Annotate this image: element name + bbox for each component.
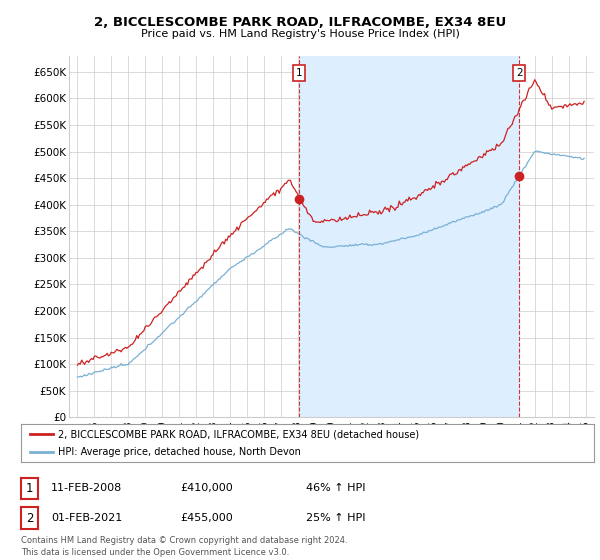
Text: 2: 2 bbox=[26, 511, 33, 525]
Text: 25% ↑ HPI: 25% ↑ HPI bbox=[306, 513, 365, 523]
Text: 2, BICCLESCOMBE PARK ROAD, ILFRACOMBE, EX34 8EU (detached house): 2, BICCLESCOMBE PARK ROAD, ILFRACOMBE, E… bbox=[58, 429, 419, 439]
Text: 46% ↑ HPI: 46% ↑ HPI bbox=[306, 483, 365, 493]
Text: 11-FEB-2008: 11-FEB-2008 bbox=[51, 483, 122, 493]
Text: 1: 1 bbox=[296, 68, 302, 78]
Bar bbox=[299, 56, 519, 417]
Text: Contains HM Land Registry data © Crown copyright and database right 2024.
This d: Contains HM Land Registry data © Crown c… bbox=[21, 536, 347, 557]
Text: 2, BICCLESCOMBE PARK ROAD, ILFRACOMBE, EX34 8EU: 2, BICCLESCOMBE PARK ROAD, ILFRACOMBE, E… bbox=[94, 16, 506, 29]
Text: 01-FEB-2021: 01-FEB-2021 bbox=[51, 513, 122, 523]
Text: 2: 2 bbox=[516, 68, 523, 78]
Text: HPI: Average price, detached house, North Devon: HPI: Average price, detached house, Nort… bbox=[58, 447, 301, 457]
Text: 1: 1 bbox=[26, 482, 33, 495]
Text: £410,000: £410,000 bbox=[180, 483, 233, 493]
Text: Price paid vs. HM Land Registry's House Price Index (HPI): Price paid vs. HM Land Registry's House … bbox=[140, 29, 460, 39]
Text: £455,000: £455,000 bbox=[180, 513, 233, 523]
